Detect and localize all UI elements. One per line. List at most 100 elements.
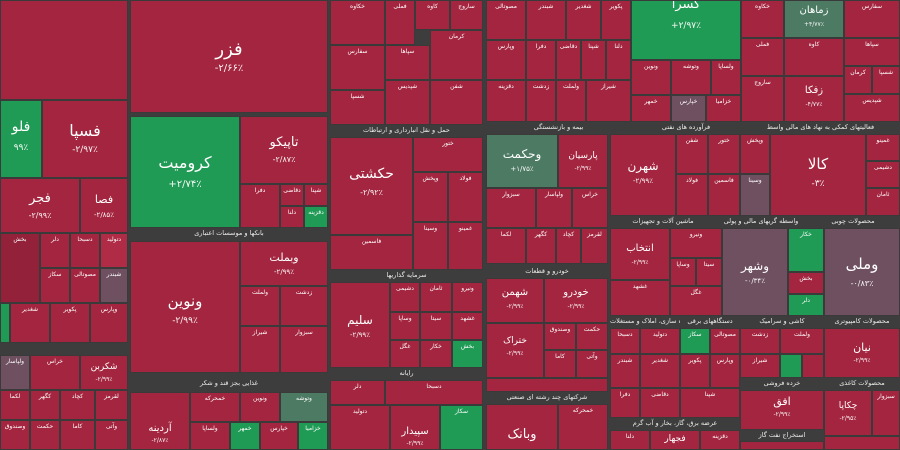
tile-koromit[interactable]: کرومیت +۲/۷۴٪ [130, 116, 240, 228]
tile-small[interactable] [802, 354, 824, 378]
tile-small[interactable]: دتولید [330, 405, 390, 450]
tile-small[interactable]: ثامان [866, 188, 900, 216]
tile-small[interactable]: دلنا [610, 430, 650, 450]
tile-small[interactable]: وصندوق [544, 323, 576, 350]
tile-small[interactable]: وپخش [740, 134, 770, 174]
tile-small[interactable]: ونیرو [670, 228, 722, 258]
tile-small[interactable]: ساروج [741, 76, 784, 122]
tile-small[interactable]: سیتا [696, 258, 722, 286]
tile-small[interactable]: وتوشه [280, 392, 328, 422]
tile-small[interactable]: بخش [788, 272, 824, 294]
tile-small[interactable]: وساپا [390, 312, 420, 340]
tile-small[interactable] [486, 378, 608, 392]
tile-shahmen[interactable]: شهمن -۲/۹۹٪ [486, 278, 544, 323]
tile-small[interactable]: شپدیس [385, 80, 430, 125]
tile-small[interactable]: سیتا [420, 312, 452, 340]
tile-small[interactable]: خکار [420, 340, 452, 368]
tile-ardine[interactable]: آردینه -۲/۸۷٪ [130, 392, 190, 450]
tile-small[interactable]: شپنا [680, 388, 740, 418]
tile-small[interactable]: شبندر [526, 0, 566, 40]
tile-small[interactable]: شفن [676, 134, 708, 174]
tile-small[interactable]: شسپا [872, 66, 900, 94]
tile-small[interactable]: شیراز [740, 354, 780, 378]
tile-small[interactable]: پکویر [50, 303, 90, 343]
tile-small[interactable]: دسبحا [70, 233, 100, 268]
tile-small[interactable]: خمحرکه [558, 404, 608, 450]
tile-zefka[interactable]: زفکا -۴/۷۷٪ [784, 76, 844, 122]
tile-small[interactable]: سبزوار [872, 390, 900, 436]
tile-small[interactable]: مصوتالی [710, 328, 740, 354]
tile-small[interactable]: شسپا [330, 90, 385, 125]
tile-vashahr[interactable]: وشهر -۰/۳۴٪ [722, 228, 788, 316]
tile-small[interactable]: شپدیس [844, 94, 900, 122]
tile-small[interactable] [824, 436, 900, 450]
tile-small[interactable]: دلر [330, 380, 385, 405]
tile-small[interactable]: زدشت [280, 286, 328, 326]
tile-small[interactable]: دشیمی [390, 282, 420, 312]
tile-small[interactable]: وآتی [576, 350, 608, 378]
tile-small[interactable]: دفرا [240, 184, 280, 228]
tile-small[interactable]: فولاد [676, 174, 708, 216]
tile-small[interactable]: ونوین [240, 392, 280, 422]
tile-small[interactable]: ثامان [420, 282, 452, 312]
tile-vemelat[interactable]: وبملت -۲/۹۹٪ [240, 241, 328, 286]
tile-shahran[interactable]: شهرن -۲/۹۹٪ [610, 134, 676, 216]
tile-small[interactable]: دسبحا [385, 380, 483, 405]
tile-small[interactable]: وپارس [90, 303, 128, 343]
tile-small[interactable]: حکمت [576, 323, 608, 350]
tile-small[interactable]: سفارس [330, 45, 385, 90]
tile-small[interactable]: وصندوق [0, 420, 30, 450]
tile-small[interactable]: سپاها [385, 45, 430, 80]
tile-fajhar[interactable]: فجهار [650, 430, 700, 450]
tile-small[interactable]: ولساپا [711, 60, 741, 95]
tile-small[interactable]: غمینو [448, 222, 483, 270]
tile-vebank[interactable]: وبانک [486, 404, 558, 450]
tile-small[interactable]: ونوین [631, 60, 671, 95]
tile-small[interactable]: کچاد [60, 390, 95, 420]
tile-small[interactable]: شیراز [240, 326, 280, 373]
tile-small[interactable]: فولاد [448, 172, 483, 222]
tile-small[interactable]: پکویر [680, 354, 710, 388]
tile-small[interactable] [0, 303, 10, 343]
tile-fejar[interactable]: فجر -۲/۹۹٪ [0, 178, 80, 233]
tile-small[interactable]: ولساپا [190, 422, 230, 450]
tile-small[interactable]: وپخش [413, 172, 448, 222]
tile-small[interactable]: سبزوار [486, 188, 536, 228]
tile-small[interactable]: شفن [430, 80, 483, 125]
tile-small[interactable]: شیراز [586, 80, 631, 122]
tile-chekapa[interactable]: چکاپا -۲/۹۵٪ [824, 390, 872, 436]
tile-small[interactable]: دفرا [526, 40, 556, 80]
tile-small[interactable]: دقزینه [304, 206, 328, 228]
tile-small[interactable]: کرمان [844, 66, 872, 94]
tile-fesa[interactable]: فصا -۲/۸۵٪ [80, 178, 128, 233]
tile-small[interactable]: کگهر [526, 228, 556, 264]
tile-small[interactable]: بخش [0, 233, 40, 303]
tile-small[interactable]: دلر [40, 233, 70, 268]
tile-small[interactable]: شپنا [581, 40, 606, 80]
tile-folad-left[interactable] [0, 0, 128, 100]
tile-khotak[interactable]: ختراک -۲/۹۹٪ [486, 323, 544, 378]
tile-small[interactable]: دقاضی [556, 40, 581, 80]
tile-small[interactable]: دلنا [280, 206, 304, 228]
tile-small[interactable]: شبندر [610, 354, 640, 388]
tile-small[interactable]: وپارس [486, 40, 526, 80]
tile-small[interactable]: مصوتالی [70, 268, 100, 303]
tile-vanavin[interactable]: ونوین -۲/۹۹٪ [130, 241, 240, 373]
tile-small[interactable]: دسبحا [610, 328, 640, 354]
tile-small[interactable]: غگل [670, 286, 722, 316]
tile-small[interactable]: خمحرکه [190, 392, 240, 422]
tile-haksheti[interactable]: حکشتی -۲/۹۲٪ [330, 137, 413, 235]
tile-small[interactable]: سپاها [844, 38, 900, 66]
tile-small[interactable]: خزامیا [706, 95, 741, 122]
tile-afaq[interactable]: افق -۲/۹۹٪ [740, 390, 824, 430]
tile-small[interactable]: وپارس [710, 354, 740, 388]
tile-fespa[interactable]: فسپا -۲/۹۷٪ [42, 100, 128, 178]
tile-small[interactable]: ولملت [556, 80, 586, 122]
tile-small[interactable]: ولپاسار [0, 355, 30, 390]
tile-small[interactable]: وسینا [740, 174, 770, 216]
tile-nian[interactable]: نیان -۲/۹۹٪ [824, 328, 900, 378]
tile-small[interactable]: وساپا [670, 258, 696, 286]
tile-small[interactable]: شغدیر [10, 303, 50, 343]
tile-small[interactable]: شغدیر [640, 354, 680, 388]
tile-small[interactable]: وآتی [95, 420, 128, 450]
